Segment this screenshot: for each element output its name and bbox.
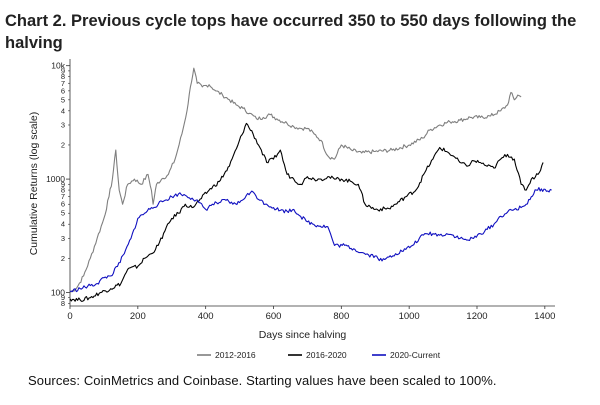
source-note: Sources: CoinMetrics and Coinbase. Start… xyxy=(28,373,497,388)
y-minor-tick-label: 5 xyxy=(61,95,65,104)
y-minor-tick-label: 9 xyxy=(61,66,65,75)
chart-axes: 0 200 400 600 800 1000 1200 1400100100010k23456… xyxy=(28,59,555,341)
y-minor-tick-label: 4 xyxy=(61,106,65,115)
x-tick-label: 0 xyxy=(67,311,72,322)
y-minor-tick-label: 2 xyxy=(61,140,65,149)
y-minor-tick-label: 7 xyxy=(61,192,65,201)
legend-label-2020-Current: 2020-Current xyxy=(390,350,441,360)
series-line-2012-2016 xyxy=(69,67,522,293)
y-minor-tick-label: 8 xyxy=(61,72,65,81)
chart-series-lines xyxy=(69,67,552,302)
y-minor-tick-label: 5 xyxy=(61,209,65,218)
x-tick-label: 1400 xyxy=(534,311,555,322)
x-tick-label: 800 xyxy=(333,311,349,322)
legend-label-2012-2016: 2012-2016 xyxy=(215,350,256,360)
x-axis-label: Days since halving xyxy=(259,329,347,341)
legend-label-2016-2020: 2016-2020 xyxy=(306,350,347,360)
y-minor-tick-label: 4 xyxy=(61,220,65,229)
y-minor-tick-label: 8 xyxy=(61,186,65,195)
y-major-tick-label: 10k xyxy=(51,61,65,71)
y-minor-tick-label: 9 xyxy=(61,180,65,189)
series-line-2020-Current xyxy=(69,187,552,293)
series-line-2016-2020 xyxy=(69,122,544,302)
y-minor-tick-label: 8 xyxy=(61,299,65,308)
y-minor-tick-label: 6 xyxy=(61,200,65,209)
x-tick-label: 200 xyxy=(130,311,146,322)
chart-legend: 2012-2016 2016-2020 2020-Current xyxy=(197,350,441,360)
x-tick-label: 1000 xyxy=(399,311,420,322)
y-minor-tick-label: 7 xyxy=(61,79,65,88)
y-minor-tick-label: 2 xyxy=(61,254,65,263)
x-tick-label: 600 xyxy=(266,311,282,322)
y-minor-tick-label: 3 xyxy=(61,234,65,243)
chart-title: Chart 2. Previous cycle tops have occurr… xyxy=(5,12,577,52)
y-major-tick-label: 100 xyxy=(51,287,65,297)
x-tick-label: 1200 xyxy=(466,311,487,322)
y-minor-tick-label: 9 xyxy=(61,293,65,302)
y-major-tick-label: 1000 xyxy=(46,174,65,184)
y-minor-tick-label: 3 xyxy=(61,120,65,129)
y-minor-tick-label: 6 xyxy=(61,86,65,95)
y-axis-label: Cumulative Returns (log scale) xyxy=(28,112,40,256)
x-tick-label: 400 xyxy=(198,311,214,322)
